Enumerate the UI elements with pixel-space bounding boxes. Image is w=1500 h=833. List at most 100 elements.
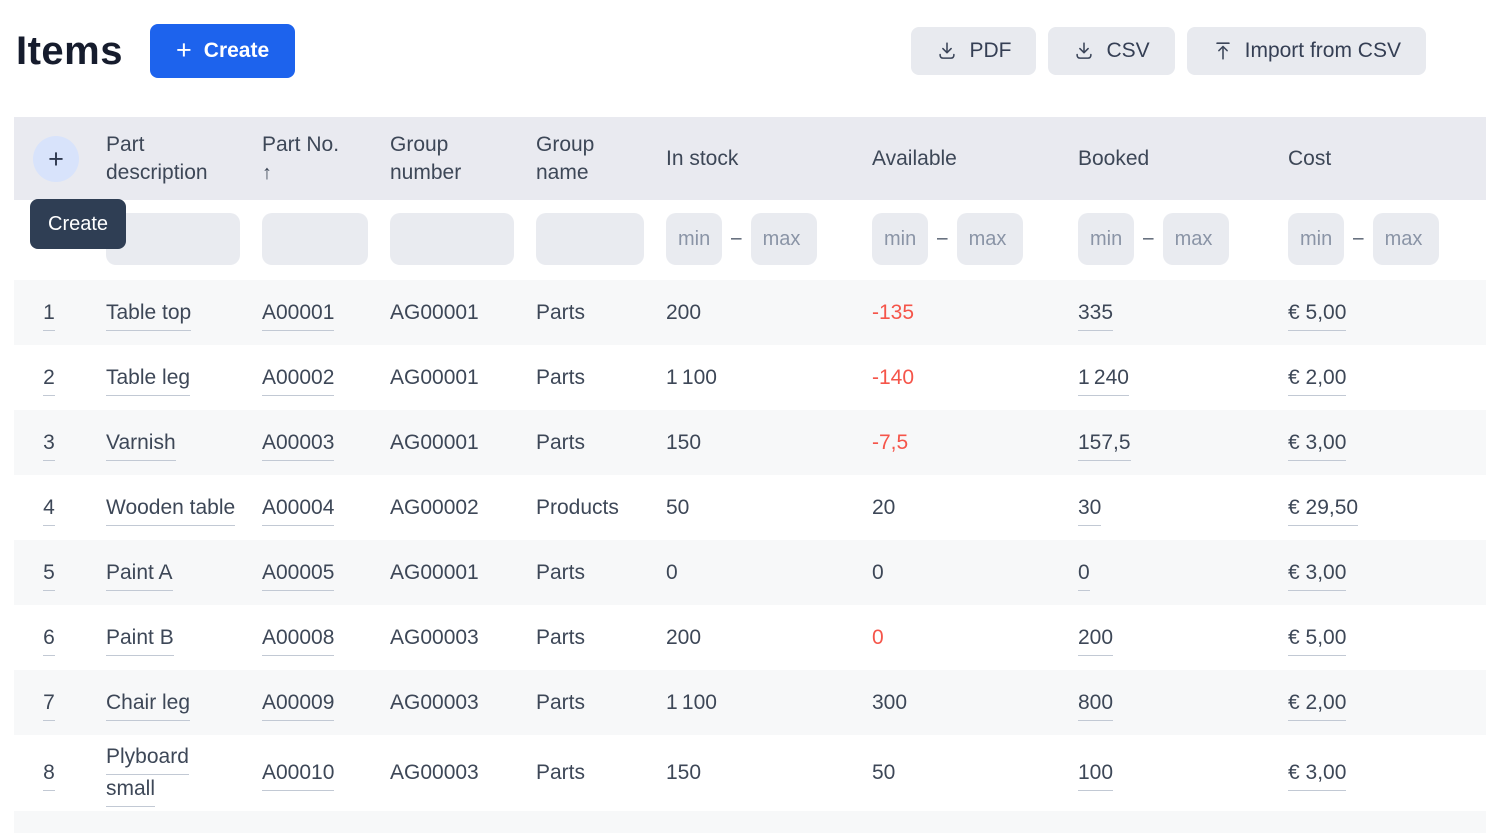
editable-value[interactable]: Paint A	[106, 560, 173, 591]
static-value: AG00001	[390, 560, 479, 584]
column-label: In stock	[666, 146, 739, 170]
filter-cell-in_stock: –	[652, 200, 858, 280]
cell-part_no: A00010	[248, 735, 376, 811]
cell-part_description: Paint A	[92, 540, 248, 605]
editable-value[interactable]: 1	[43, 300, 55, 331]
editable-value[interactable]: A00003	[262, 430, 335, 461]
filter-max-cost[interactable]	[1372, 213, 1439, 265]
editable-value[interactable]: 335	[1078, 300, 1114, 331]
cell-available: 20	[858, 475, 1064, 540]
column-header-available[interactable]: Available	[858, 117, 1064, 200]
editable-value[interactable]: 30	[1078, 495, 1102, 526]
cell-row-number: 8	[14, 735, 92, 811]
filter-min-in_stock[interactable]	[666, 213, 722, 265]
editable-value[interactable]: A00002	[262, 365, 335, 396]
editable-value[interactable]: 0	[1078, 560, 1090, 591]
editable-value[interactable]: 4	[43, 495, 55, 526]
static-value: -140	[872, 365, 915, 389]
cell-in_stock: 200	[652, 605, 858, 670]
editable-value[interactable]: A00008	[262, 625, 335, 656]
editable-value[interactable]: € 3,00	[1288, 560, 1347, 591]
editable-value[interactable]: A00004	[262, 495, 335, 526]
download-icon	[936, 40, 958, 62]
editable-value[interactable]: € 5,00	[1288, 300, 1347, 331]
cell-part_no: A00004	[248, 475, 376, 540]
table-row: 1 Table top A00001 AG00001 Parts 200 -135 335 € …	[14, 280, 1486, 345]
filter-cell-group_name	[522, 200, 652, 280]
editable-value[interactable]: Wooden table	[106, 495, 236, 526]
cell-part_no: A00003	[248, 410, 376, 475]
cell-cost: € 3,00	[1274, 735, 1486, 811]
editable-value[interactable]: € 2,00	[1288, 365, 1347, 396]
export-button-pdf[interactable]: PDF	[911, 27, 1037, 75]
export-button-label: PDF	[969, 39, 1012, 62]
export-button-import-from-csv[interactable]: Import from CSV	[1186, 27, 1426, 75]
filter-input-part_description[interactable]	[106, 213, 240, 265]
export-buttons: PDF CSV Import from CSV	[911, 27, 1426, 75]
cell-group_number: AG00003	[376, 670, 522, 735]
static-value: 150	[666, 430, 702, 454]
cell-booked: 30	[1064, 475, 1274, 540]
editable-value[interactable]: A00010	[262, 761, 335, 791]
column-header-in_stock[interactable]: In stock	[652, 117, 858, 200]
editable-value[interactable]: Table leg	[106, 365, 191, 396]
editable-value[interactable]: A00009	[262, 690, 335, 721]
table-row: 6 Paint B A00008 AG00003 Parts 200 0 200 € 5,00	[14, 605, 1486, 670]
editable-value[interactable]: 5	[43, 560, 55, 591]
editable-value[interactable]: Chair leg	[106, 690, 191, 721]
create-button[interactable]: + Create	[150, 24, 296, 78]
editable-value[interactable]: 8	[43, 761, 55, 791]
cell-group_name: Parts	[522, 670, 652, 735]
editable-value[interactable]: Varnish	[106, 430, 176, 461]
column-label: Part No.	[262, 132, 340, 156]
editable-value[interactable]: Table top	[106, 300, 192, 331]
editable-value[interactable]: 1 240	[1078, 365, 1129, 396]
filter-min-cost[interactable]	[1288, 213, 1344, 265]
column-header-part_no[interactable]: Part No. ↑	[248, 117, 376, 200]
column-label: Available	[872, 146, 957, 170]
editable-value[interactable]: 3	[43, 430, 55, 461]
editable-value[interactable]: € 29,50	[1288, 495, 1359, 526]
filter-max-in_stock[interactable]	[750, 213, 817, 265]
editable-value[interactable]: Paint B	[106, 625, 174, 656]
static-value: Parts	[536, 761, 586, 784]
filter-input-part_no[interactable]	[262, 213, 368, 265]
column-header-booked[interactable]: Booked	[1064, 117, 1274, 200]
filter-input-group_name[interactable]	[536, 213, 644, 265]
table-row: 2 Table leg A00002 AG00001 Parts 1 100 -140 1 2…	[14, 345, 1486, 410]
filter-max-booked[interactable]	[1162, 213, 1229, 265]
column-header-group_number[interactable]: Group number	[376, 117, 522, 200]
editable-value[interactable]: 157,5	[1078, 430, 1131, 461]
editable-value[interactable]: € 3,00	[1288, 761, 1347, 791]
topbar: Items + Create PDF CSV Import from CSV	[0, 0, 1500, 84]
filter-min-available[interactable]	[872, 213, 928, 265]
export-button-csv[interactable]: CSV	[1048, 27, 1175, 75]
filter-max-available[interactable]	[956, 213, 1023, 265]
add-item-button[interactable]: +	[33, 135, 79, 182]
editable-value[interactable]: 7	[43, 690, 55, 721]
editable-value[interactable]: 2	[43, 365, 55, 396]
column-header-cost[interactable]: Cost	[1274, 117, 1486, 200]
editable-value[interactable]: € 3,00	[1288, 430, 1347, 461]
editable-value[interactable]: A00005	[262, 560, 335, 591]
export-button-label: Import from CSV	[1244, 39, 1401, 62]
editable-value[interactable]: € 2,00	[1288, 690, 1347, 721]
column-header-no[interactable]: +	[14, 117, 92, 200]
static-value: 0	[872, 560, 884, 584]
plus-icon: +	[176, 34, 192, 65]
sort-asc-icon: ↑	[262, 161, 272, 184]
editable-value[interactable]: Plyboard small	[106, 745, 189, 807]
editable-value[interactable]: € 5,00	[1288, 625, 1347, 656]
editable-value[interactable]: 100	[1078, 761, 1114, 791]
column-header-group_name[interactable]: Group name	[522, 117, 652, 200]
editable-value[interactable]: 200	[1078, 625, 1114, 656]
column-header-part_description[interactable]: Part description	[92, 117, 248, 200]
cell-part_no: A00008	[248, 605, 376, 670]
editable-value[interactable]: 6	[43, 625, 55, 656]
cell-row-number: 3	[14, 410, 92, 475]
filter-input-group_number[interactable]	[390, 213, 514, 265]
filter-min-booked[interactable]	[1078, 213, 1134, 265]
cell-cost: € 5,00	[1274, 605, 1486, 670]
editable-value[interactable]: 800	[1078, 690, 1114, 721]
editable-value[interactable]: A00001	[262, 300, 335, 331]
